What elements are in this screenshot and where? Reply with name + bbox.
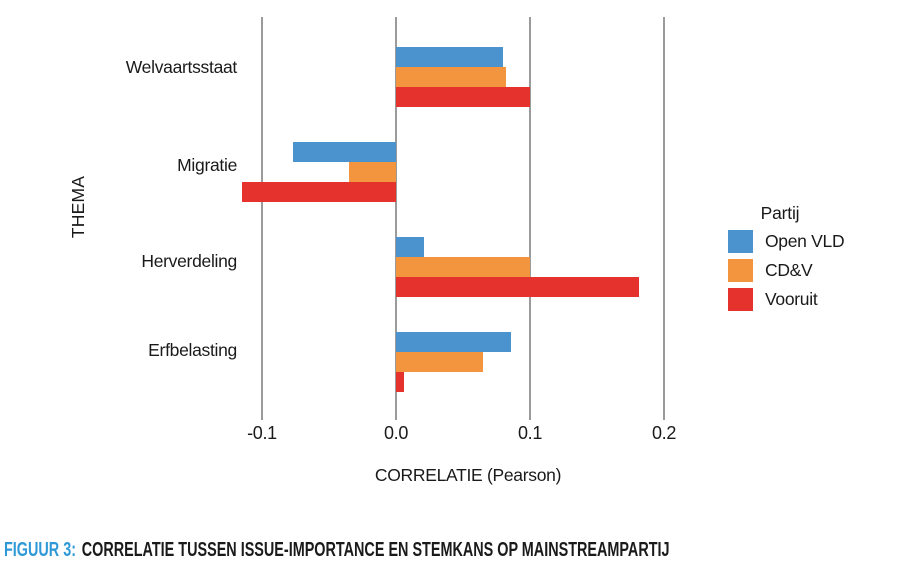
figure-caption-inner: FIGUUR 3: CORRELATIE TUSSEN ISSUE-IMPORTA… [4, 539, 670, 562]
legend-item-label: Open VLD [765, 231, 845, 251]
gridline [529, 17, 531, 420]
x-tick-label: 0.0 [383, 423, 409, 443]
x-axis-title: CORRELATIE (Pearson) [374, 465, 562, 485]
gridline [261, 17, 263, 420]
category-label: Erfbelasting [148, 340, 237, 360]
legend-item-label: CD&V [765, 260, 813, 280]
legend-swatch [728, 259, 753, 282]
caption-text: CORRELATIE TUSSEN ISSUE-IMPORTANCE EN ST… [81, 539, 670, 561]
bar [396, 257, 530, 277]
x-tick-label: 0.2 [651, 423, 677, 443]
x-tick-label: -0.1 [247, 423, 277, 443]
bar [396, 237, 425, 257]
bar [349, 162, 396, 182]
bar-chart: THEMA CORRELATIE (Pearson) Partij -0.1 0.… [68, 17, 845, 485]
gridline [395, 17, 397, 420]
bar [396, 277, 639, 297]
bar [396, 332, 512, 352]
bar [292, 142, 396, 162]
bar [396, 87, 530, 107]
bar [396, 352, 484, 372]
figure-caption: FIGUUR 3: CORRELATIE TUSSEN ISSUE-IMPORTA… [4, 539, 900, 562]
caption-accent: FIGUUR 3: [4, 539, 76, 561]
legend-title: Partij [760, 203, 800, 223]
category-label: Herverdeling [141, 251, 237, 271]
bar [396, 47, 504, 67]
legend-item-label: Vooruit [765, 289, 818, 309]
x-tick-label: 0.1 [517, 423, 543, 443]
legend-swatch [728, 288, 753, 311]
legend-swatch [728, 230, 753, 253]
bar [241, 182, 396, 202]
gridline [663, 17, 665, 420]
category-label: Welvaartsstaat [125, 57, 238, 77]
category-label: Migratie [177, 155, 237, 175]
bar [396, 372, 405, 392]
bar [396, 67, 506, 87]
